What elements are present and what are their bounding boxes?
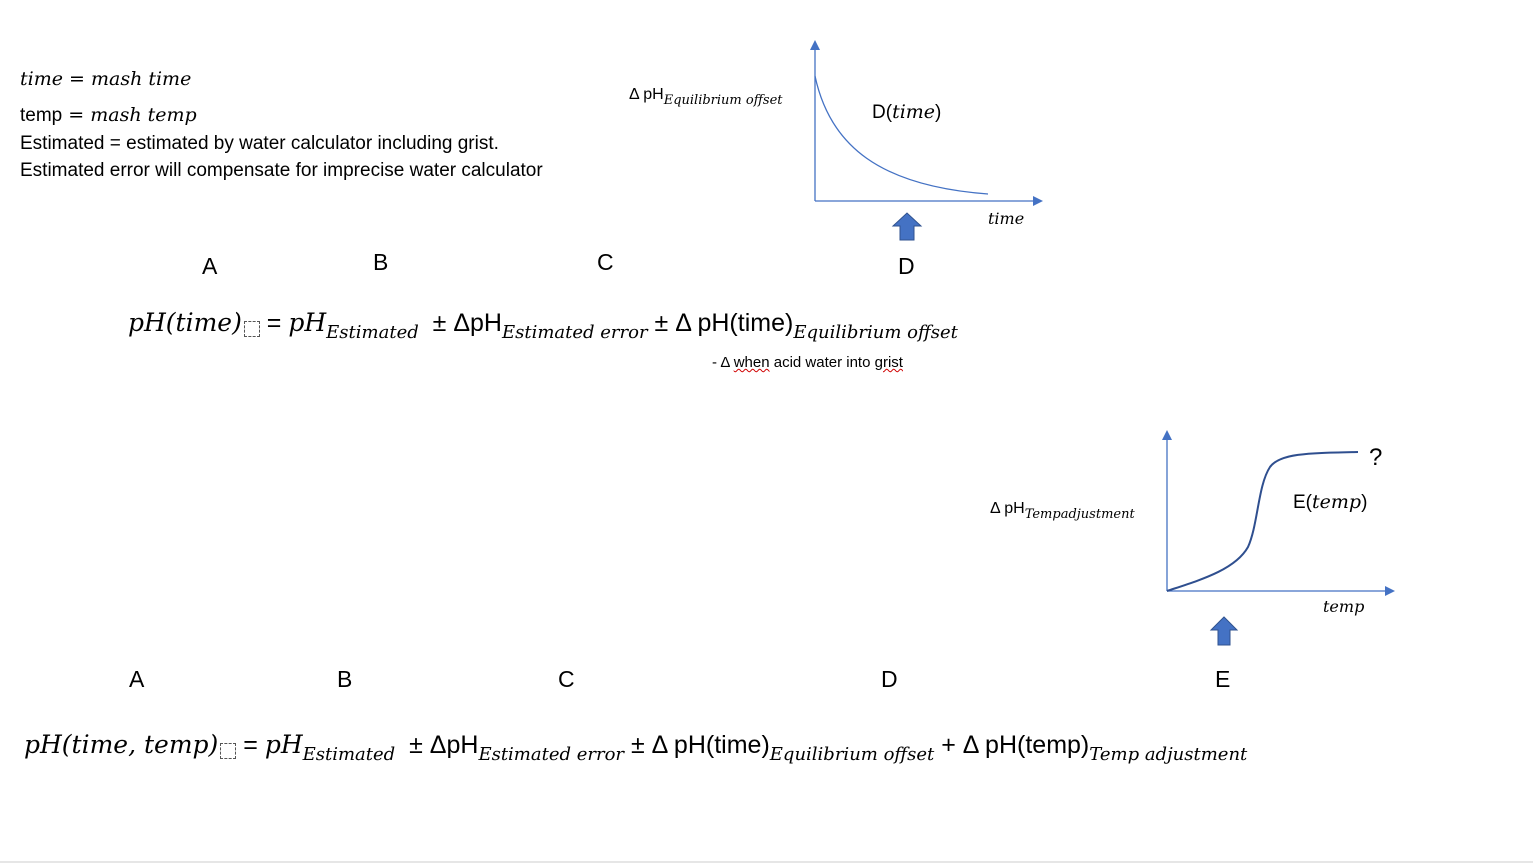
- eq1-lhs: pH(time): [128, 308, 242, 337]
- temp-word: temp: [20, 105, 63, 126]
- placeholder-box: [220, 743, 237, 759]
- graph1-decay-curve: [814, 75, 989, 195]
- time-definition: time = mash time: [20, 68, 192, 90]
- eq2-letter-c: C: [558, 666, 575, 692]
- graph1-y-label: Δ pHEquilibrium offset: [629, 86, 783, 108]
- temp-definition: temp = mash temp: [20, 104, 197, 127]
- eq1-letter-c: C: [597, 249, 614, 275]
- eq1-term-d: ± Δ pH(time): [654, 309, 794, 337]
- graph2-curve-label: E(temp): [1293, 491, 1368, 513]
- eq1-letter-b: B: [373, 249, 389, 275]
- eq1-term-b: pH: [288, 308, 327, 337]
- eq2-letter-b: B: [337, 666, 353, 692]
- graph2-question-mark: ?: [1369, 444, 1383, 471]
- estimated-note: Estimated = estimated by water calculato…: [20, 133, 499, 154]
- eq1-letter-d: D: [898, 253, 915, 279]
- eq2-letter-e: E: [1215, 666, 1231, 692]
- eq2-term-b: pH: [264, 730, 303, 759]
- eq2-term-c: ± ΔpH: [409, 731, 479, 759]
- graph-temp-adjustment: [1162, 430, 1395, 646]
- eq1-letter-a: A: [202, 253, 218, 279]
- graph-equilibrium-offset: [810, 40, 1043, 241]
- graph2-up-arrow-icon: [1209, 616, 1239, 646]
- eq2-letter-a: A: [129, 666, 145, 692]
- eq2-lhs: pH(time, temp): [24, 730, 219, 759]
- graph1-curve-label: D(time): [872, 101, 942, 123]
- equation2: pH(time, temp) = pHEstimated ± ΔpHEstima…: [24, 730, 1248, 765]
- placeholder-box: [243, 321, 260, 337]
- graph2-x-label: temp: [1323, 597, 1365, 616]
- graph2-y-arrow: [1162, 430, 1172, 440]
- eq1-term-c: ± ΔpH: [432, 309, 502, 337]
- graph2-x-arrow: [1385, 586, 1395, 596]
- eq2-letter-d: D: [881, 666, 898, 692]
- temp-equals: = mash temp: [62, 104, 197, 126]
- equation1: pH(time) = pHEstimated ± ΔpHEstimated er…: [128, 308, 958, 343]
- graph1-x-label: time: [988, 209, 1025, 228]
- eq2-term-d: ± Δ pH(time): [631, 731, 770, 759]
- graph1-up-arrow-icon: [891, 212, 923, 241]
- error-note: Estimated error will compensate for impr…: [20, 160, 543, 181]
- graph1-y-arrow: [810, 40, 820, 50]
- graph2-s-curve: [1166, 451, 1359, 592]
- eq1-annotation: - Δ when acid water into grist: [712, 354, 903, 371]
- eq2-term-e: + Δ pH(temp): [941, 731, 1090, 759]
- page-bottom-border: [0, 861, 1533, 863]
- graph1-x-arrow: [1033, 196, 1043, 206]
- graph2-y-label: Δ pHTempadjustment: [990, 500, 1135, 522]
